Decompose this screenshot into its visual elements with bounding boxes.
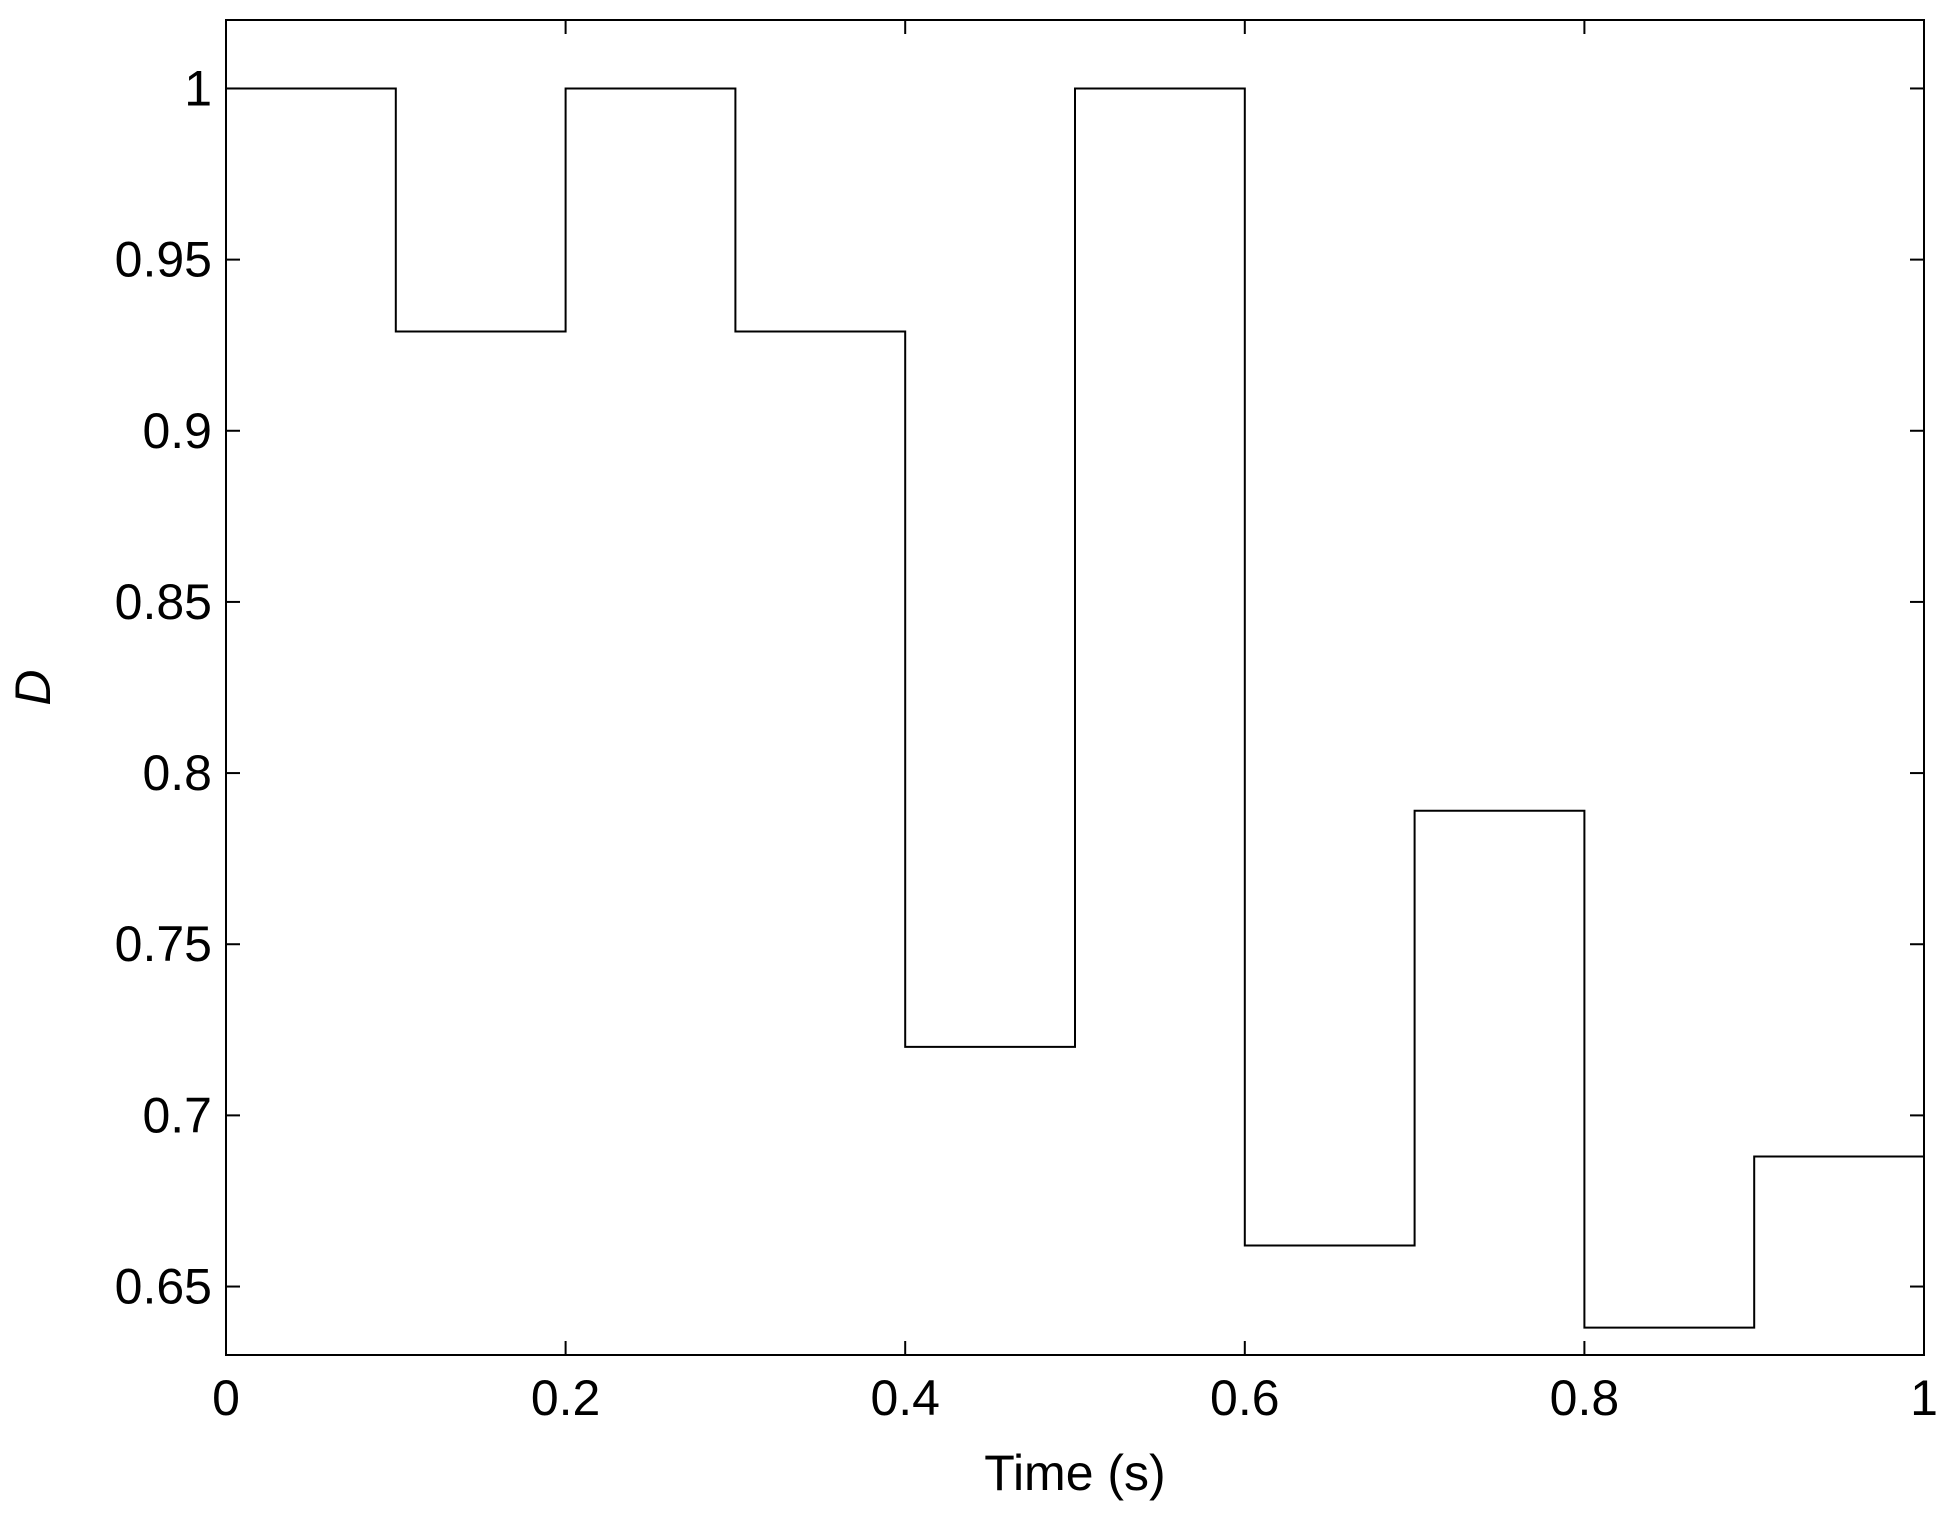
- y-axis-label: D: [5, 669, 61, 705]
- y-tick-label: 0.8: [142, 745, 212, 801]
- series-line: [226, 87, 1924, 1329]
- x-tick-label: 0.2: [531, 1370, 601, 1426]
- y-tick-label: 0.85: [115, 574, 212, 630]
- y-tick-label: 0.95: [115, 232, 212, 288]
- x-tick-label: 0.6: [1210, 1370, 1280, 1426]
- x-tick-label: 0.8: [1550, 1370, 1620, 1426]
- series-group: [226, 87, 1924, 1329]
- tick-labels: 0 0.2 0.4 0.6 0.8 1 0.65 0.7 0.75 0.8 0.85 0.9 0.95 1: [115, 60, 1938, 1426]
- y-tick-label: 0.9: [142, 403, 212, 459]
- plot-area-frame: [225, 19, 1925, 1356]
- x-axis-label: Time (s): [984, 1445, 1165, 1501]
- x-tick-label: 0.4: [870, 1370, 940, 1426]
- y-tick-label: 0.75: [115, 916, 212, 972]
- y-tick-label: 1: [184, 60, 212, 116]
- x-tick-label: 1: [1910, 1370, 1938, 1426]
- x-tick-label: 0: [212, 1370, 240, 1426]
- y-tick-label: 0.7: [142, 1087, 212, 1143]
- y-tick-label: 0.65: [115, 1259, 212, 1315]
